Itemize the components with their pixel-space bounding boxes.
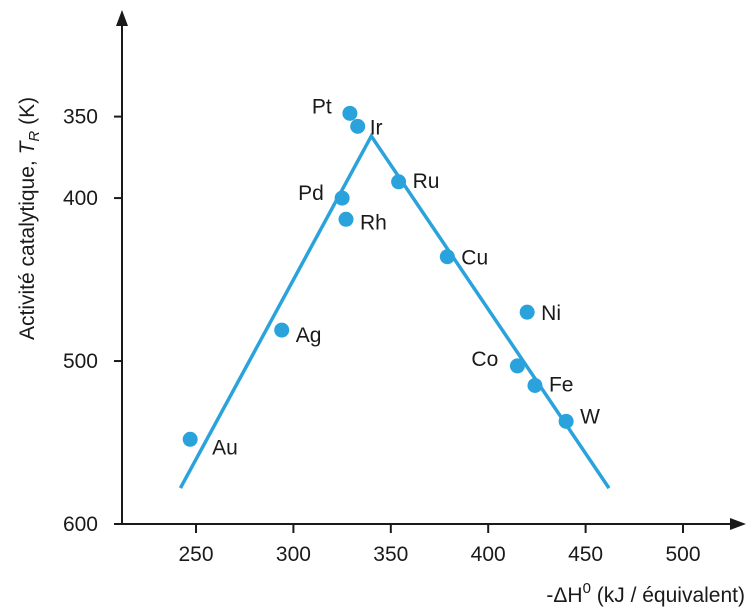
y-axis-label-prefix: Activité catalytique, [16, 154, 39, 340]
point-fe [527, 377, 543, 393]
point-ag [274, 322, 290, 338]
y-tick-label: 500 [63, 350, 98, 373]
y-axis-arrow [116, 10, 128, 26]
point-label-fe: Fe [549, 373, 574, 396]
point-ru [391, 174, 407, 190]
point-w [558, 413, 574, 429]
x-axis-label-suffix: (kJ / équivalent) [591, 584, 745, 607]
point-label-ag: Ag [296, 324, 322, 347]
point-ni [519, 304, 535, 320]
y-axis-label-sub: R [26, 131, 43, 142]
y-ticks: 350 400 500 600 [63, 106, 122, 536]
x-tick-label: 400 [471, 543, 506, 566]
x-axis-arrow [730, 518, 746, 530]
point-label-ru: Ru [413, 170, 440, 193]
data-points [182, 105, 574, 447]
point-au [182, 431, 198, 447]
x-ticks: 250 300 350 400 450 500 [178, 524, 701, 566]
x-axis-label-sup: 0 [583, 580, 591, 597]
point-label-pt: Pt [312, 95, 332, 118]
point-label-au: Au [212, 436, 238, 459]
point-label-rh: Rh [360, 211, 387, 234]
point-ir [350, 118, 366, 134]
x-tick-label: 450 [568, 543, 603, 566]
point-label-w: W [580, 405, 600, 428]
axes [116, 10, 746, 530]
point-rh [338, 211, 354, 227]
x-tick-label: 250 [178, 543, 213, 566]
y-axis-label: Activité catalytique, TR (K) [16, 97, 43, 340]
x-axis-label-prefix: -ΔH [546, 584, 582, 607]
point-label-ni: Ni [541, 302, 561, 325]
point-cu [439, 249, 455, 265]
point-label-ir: Ir [370, 116, 383, 139]
point-co [509, 358, 525, 374]
point-pt [342, 105, 358, 121]
y-axis-label-var: T [16, 139, 39, 154]
y-tick-label: 600 [63, 513, 98, 536]
point-label-cu: Cu [461, 247, 488, 270]
point-label-pd: Pd [298, 182, 324, 205]
point-labels: Pt Ir Ru Pd Rh Cu Ni Ag Co Fe W Au [212, 95, 600, 459]
point-pd [334, 190, 350, 206]
x-tick-label: 350 [373, 543, 408, 566]
y-tick-label: 350 [63, 106, 98, 129]
trend-line [178, 132, 611, 490]
y-tick-label: 400 [63, 187, 98, 210]
x-tick-label: 300 [276, 543, 311, 566]
x-tick-label: 500 [665, 543, 700, 566]
x-axis-label: -ΔH0 (kJ / équivalent) [546, 580, 745, 607]
y-axis-label-suffix: (K) [16, 97, 39, 131]
point-label-co: Co [471, 348, 498, 371]
trend-line-group [178, 132, 611, 490]
